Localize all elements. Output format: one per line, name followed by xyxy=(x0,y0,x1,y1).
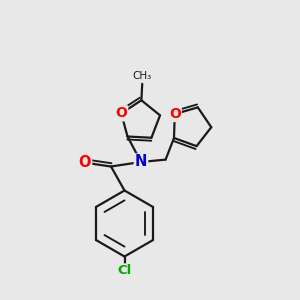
Text: O: O xyxy=(169,107,181,121)
Text: N: N xyxy=(135,154,147,169)
Text: Cl: Cl xyxy=(117,264,132,278)
Text: O: O xyxy=(79,155,91,170)
Text: CH₃: CH₃ xyxy=(133,71,152,81)
Text: O: O xyxy=(115,106,127,120)
